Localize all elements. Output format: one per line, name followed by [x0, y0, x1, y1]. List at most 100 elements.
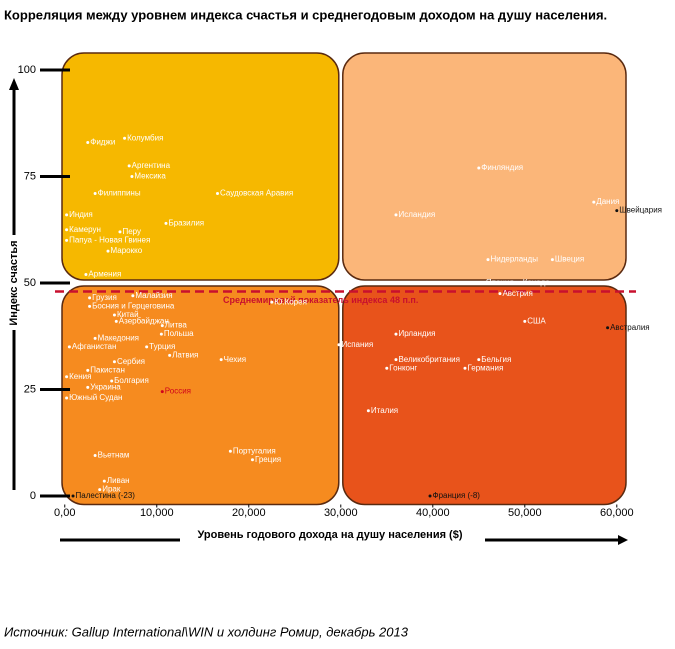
point: [606, 326, 610, 330]
point: [98, 488, 102, 492]
point-label: Литва: [165, 321, 188, 330]
point-label: Саудовская Аравия: [220, 189, 293, 198]
point-label: Чехия: [224, 355, 246, 364]
point-label: Германия: [467, 363, 503, 372]
arrows: [9, 78, 628, 545]
point: [337, 343, 341, 347]
point-label: Бельгия: [481, 355, 511, 364]
point-label: Япония: [486, 278, 514, 287]
point-label: Канада: [523, 278, 551, 287]
point: [498, 292, 502, 296]
point-label: Кения: [69, 372, 91, 381]
y-tick-label: 50: [24, 277, 36, 289]
point-label: Китай: [117, 310, 139, 319]
point: [523, 319, 527, 323]
point-label: Ливан: [107, 476, 130, 485]
point: [65, 375, 69, 379]
y-tick-label: 75: [24, 170, 36, 182]
point-label: Исландия: [398, 210, 435, 219]
point-label: Грузия: [92, 293, 117, 302]
point-label: Фиджи: [90, 138, 115, 147]
point: [270, 300, 274, 304]
point-label: Россия: [165, 387, 191, 396]
point-label: Турция: [149, 342, 175, 351]
point: [394, 358, 398, 362]
point-label: Южный Судан: [69, 393, 122, 402]
point-label: Камерун: [69, 225, 101, 234]
point-label: Аргентина: [132, 161, 171, 170]
quadrant: [342, 285, 627, 506]
point-label: Босния и Герцеговина: [92, 302, 175, 311]
point: [93, 454, 97, 458]
point: [228, 449, 232, 453]
quadrant: [61, 52, 340, 281]
x-tick-label: 40,000: [416, 507, 450, 519]
point: [164, 221, 168, 225]
point-label: Швейцария: [619, 206, 662, 215]
point: [215, 192, 219, 196]
point-label: Бразилия: [168, 218, 204, 227]
point-label: Нидерланды: [490, 255, 538, 264]
point: [67, 345, 71, 349]
point-label: Ирландия: [398, 329, 435, 338]
point: [65, 396, 69, 400]
point: [428, 494, 432, 498]
point-label: Перу: [122, 227, 141, 236]
chart-title: Корреляция между уровнем индекса счастья…: [4, 7, 607, 22]
point-label: Болгария: [114, 376, 149, 385]
point-label: Сербия: [117, 357, 145, 366]
point: [106, 249, 110, 253]
point: [88, 296, 92, 300]
y-tick-label: 25: [24, 383, 36, 395]
point: [615, 209, 619, 213]
point: [385, 366, 389, 370]
point: [168, 353, 172, 357]
quadrant: [342, 52, 627, 281]
point-label: Папуа - Новая Гвинея: [69, 236, 150, 245]
point: [118, 230, 122, 234]
x-tick-label: 10,000: [140, 507, 174, 519]
point: [123, 136, 127, 140]
point-label: Индия: [69, 210, 93, 219]
point: [481, 281, 485, 285]
point: [93, 192, 97, 196]
point-label: Великобритания: [398, 355, 459, 364]
quadrant: [61, 285, 340, 506]
point-label: США: [527, 316, 546, 325]
point: [102, 479, 106, 483]
point: [518, 281, 522, 285]
point: [394, 213, 398, 217]
point-label: Австралия: [610, 323, 650, 332]
point: [592, 200, 596, 204]
x-tick-label: 60,000: [600, 507, 634, 519]
point-label: Украина: [90, 382, 121, 391]
point: [65, 238, 69, 242]
x-axis-label: Уровень годового дохода на душу населени…: [198, 529, 463, 541]
point: [93, 336, 97, 340]
point: [477, 358, 481, 362]
point-label: Италия: [371, 406, 398, 415]
point: [114, 319, 118, 323]
point: [110, 379, 114, 383]
point-label: Дания: [596, 197, 619, 206]
x-tick-label: 0,00: [54, 507, 75, 519]
point: [131, 294, 135, 298]
point-label: Филиппины: [98, 189, 141, 198]
x-tick-label: 50,000: [508, 507, 542, 519]
point-label: Колумбия: [127, 133, 163, 142]
point-label: Швеция: [555, 255, 584, 264]
point: [477, 166, 481, 170]
point: [86, 140, 90, 144]
point: [486, 258, 490, 262]
y-tick-label: 0: [30, 490, 36, 502]
reference-label: Среднемировой показатель индекса 48 п.п.: [223, 295, 418, 305]
point-label: Финляндия: [481, 163, 523, 172]
point-label: Марокко: [111, 246, 143, 255]
point-label: Афганистан: [72, 342, 117, 351]
point: [159, 332, 163, 336]
point-label: Ирак: [102, 485, 121, 494]
point-label: Ю.Корея: [274, 297, 307, 306]
source: Источник: Gallup International\WIN и хол…: [4, 624, 409, 639]
y-axis-label: Индекс счастья: [8, 240, 20, 325]
